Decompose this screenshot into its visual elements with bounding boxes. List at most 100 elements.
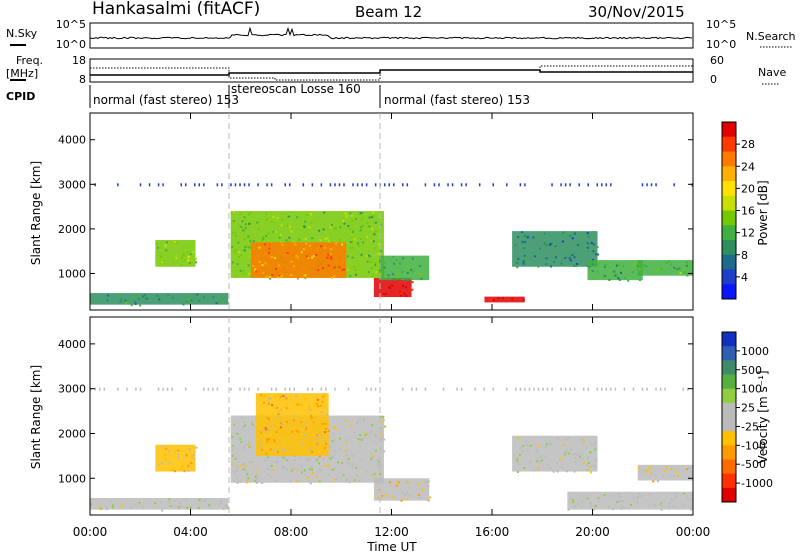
velocity-colorbar: 1000 500 100 25 -25 -100 -500 -1000 <box>721 331 773 503</box>
power-speckle <box>268 247 271 250</box>
velocity-speckle <box>360 439 363 442</box>
power-speckle <box>261 236 264 239</box>
power-speckle <box>407 279 410 282</box>
velocity-speckle <box>660 502 663 505</box>
velocity-speckle <box>284 434 287 437</box>
power-speckle <box>335 227 338 230</box>
velocity-speckle <box>408 481 411 484</box>
velocity-colorbar-swatch <box>722 388 736 404</box>
velocity-speckle <box>590 443 593 446</box>
velocity-speckle <box>375 435 378 438</box>
velocity-speckle <box>276 406 279 409</box>
power-speckle <box>256 271 259 274</box>
velocity-speckle <box>309 408 312 411</box>
velocity-speckle <box>592 508 595 511</box>
velocity-speckle <box>279 426 282 429</box>
power-speckle <box>539 247 542 250</box>
power-speckle <box>258 261 261 264</box>
power-speckle <box>203 183 205 187</box>
power-speckle <box>564 257 567 260</box>
power-speckle <box>237 255 240 258</box>
velocity-speckle <box>315 475 318 478</box>
velocity-speckle <box>105 508 108 511</box>
power-speckle <box>523 247 526 250</box>
velocity-speckle <box>682 387 684 391</box>
power-colorbar-tick-label: 24 <box>741 160 755 173</box>
power-speckle <box>590 242 593 245</box>
velocity-speckle <box>184 454 187 457</box>
power-ytick-label: 2000 <box>58 223 86 236</box>
velocity-speckle <box>230 387 232 391</box>
velocity-speckle <box>536 460 539 463</box>
power-speckle <box>263 243 266 246</box>
power-speckle <box>288 183 291 187</box>
velocity-speckle <box>333 478 336 481</box>
x-axis-label: Time UT <box>366 540 417 554</box>
velocity-speckle <box>632 387 635 391</box>
velocity-speckle <box>139 387 142 391</box>
power-speckle <box>349 228 352 231</box>
velocity-speckle <box>381 494 384 497</box>
velocity-speckle <box>103 387 106 391</box>
power-speckle <box>242 272 245 275</box>
velocity-speckle <box>293 419 296 422</box>
freq-tick-bottom: 8 <box>79 73 86 86</box>
power-speckle <box>238 251 241 254</box>
power-speckle <box>270 256 273 259</box>
power-colorbar-swatch <box>722 254 736 270</box>
power-speckle <box>198 299 201 302</box>
velocity-colorbar-tick-label: 25 <box>741 402 755 415</box>
velocity-speckle <box>516 471 519 474</box>
velocity-speckle <box>260 394 263 397</box>
velocity-speckle <box>163 453 166 456</box>
velocity-speckle <box>248 460 251 463</box>
velocity-speckle <box>681 505 684 508</box>
power-speckle <box>257 228 260 231</box>
power-speckle <box>304 274 307 277</box>
velocity-speckle <box>372 440 375 443</box>
power-speckle <box>249 250 252 253</box>
velocity-ytick-label: 2000 <box>58 427 86 440</box>
power-speckle <box>234 232 237 235</box>
velocity-speckle <box>208 504 211 507</box>
velocity-speckle <box>259 423 262 426</box>
power-colorbar-swatch <box>722 181 736 197</box>
velocity-speckle <box>564 387 567 391</box>
velocity-speckle <box>515 387 517 391</box>
power-speckle <box>368 225 371 228</box>
power-speckle <box>239 183 241 187</box>
power-colorbar: 28 24 20 16 12 8 4 <box>721 121 755 300</box>
velocity-speckle <box>204 499 207 502</box>
power-speckle <box>604 275 607 278</box>
velocity-speckle <box>198 500 201 503</box>
velocity-speckle <box>247 477 250 480</box>
power-speckle <box>650 183 653 187</box>
velocity-speckle <box>621 499 624 502</box>
power-colorbar-tick-label: 4 <box>741 271 748 284</box>
velocity-speckle <box>659 504 662 507</box>
velocity-speckle <box>311 387 314 391</box>
power-speckle <box>106 294 109 297</box>
velocity-speckle <box>648 475 651 478</box>
velocity-speckle <box>396 482 399 485</box>
power-speckle <box>383 266 386 269</box>
power-speckle <box>380 250 383 253</box>
velocity-speckle <box>171 387 173 391</box>
power-speckle <box>403 292 406 295</box>
velocity-speckle <box>300 464 303 467</box>
velocity-speckle <box>294 458 297 461</box>
velocity-speckle <box>670 468 673 471</box>
velocity-speckle <box>331 432 334 435</box>
velocity-colorbar-swatch <box>722 332 736 347</box>
velocity-speckle <box>537 445 540 448</box>
power-speckle <box>583 249 586 252</box>
velocity-speckle <box>398 481 401 484</box>
power-speckle <box>231 245 234 248</box>
power-speckle <box>383 183 386 187</box>
velocity-speckle <box>506 387 508 391</box>
power-speckle <box>553 243 556 246</box>
velocity-speckle <box>595 458 598 461</box>
velocity-speckle <box>327 463 330 466</box>
power-speckle <box>230 211 233 214</box>
power-speckle <box>632 264 635 267</box>
